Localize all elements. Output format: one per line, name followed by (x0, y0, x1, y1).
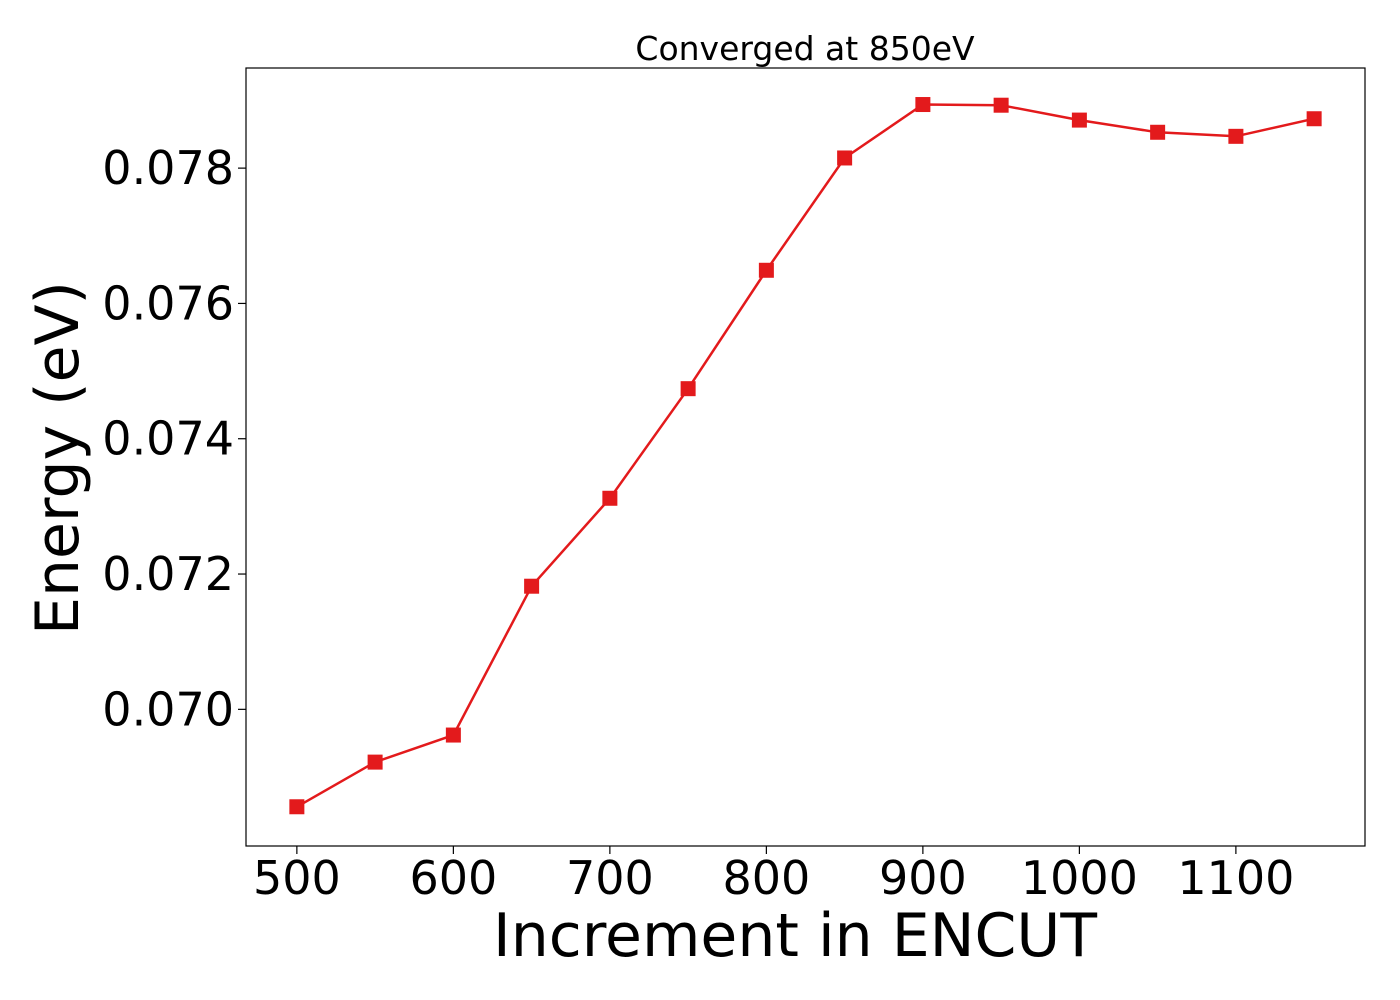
y-tick-label: 0.078 (102, 141, 234, 195)
data-point (993, 97, 1009, 113)
data-point (524, 578, 540, 594)
x-tick-label: 1000 (1021, 851, 1138, 905)
data-point (915, 97, 931, 113)
x-tick-label: 600 (409, 851, 497, 905)
data-point (367, 754, 383, 770)
data-point (445, 727, 461, 743)
x-tick-label: 1100 (1177, 851, 1294, 905)
x-tick-label: 900 (879, 851, 967, 905)
series-line (296, 103, 1315, 808)
data-point (289, 799, 305, 815)
y-axis-ticks: 0.070 0.072 0.074 0.076 0.078 (102, 141, 246, 736)
x-tick-label: 700 (566, 851, 654, 905)
y-tick-label: 0.076 (102, 276, 234, 330)
data-point (1228, 128, 1244, 144)
x-axis-label: Increment in ENCUT (493, 901, 1097, 971)
chart-title: Converged at 850eV (635, 29, 975, 68)
x-axis-ticks: 500 600 700 800 900 1000 1100 (253, 846, 1294, 905)
data-point (602, 490, 618, 506)
x-tick-label: 500 (253, 851, 341, 905)
data-point (837, 150, 853, 166)
data-point (1071, 112, 1087, 128)
series-layer (289, 97, 1322, 815)
y-axis-label: Energy (eV) (23, 281, 93, 635)
y-tick-label: 0.074 (102, 412, 234, 466)
data-point (680, 381, 696, 397)
data-point (1150, 124, 1166, 140)
x-tick-label: 800 (722, 851, 810, 905)
plot-frame (245, 67, 1366, 847)
data-point (758, 262, 774, 278)
data-point (1306, 111, 1322, 127)
y-tick-label: 0.070 (102, 682, 234, 736)
y-tick-label: 0.072 (102, 547, 234, 601)
